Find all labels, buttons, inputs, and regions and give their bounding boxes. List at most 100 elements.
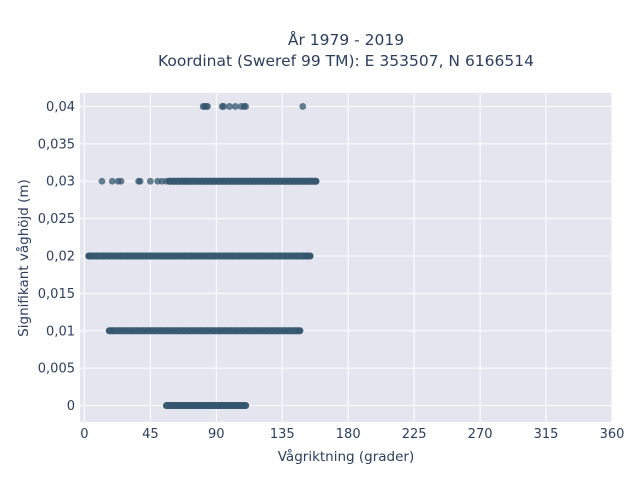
data-point — [170, 252, 178, 260]
data-point — [136, 177, 144, 185]
data-point — [240, 252, 248, 260]
x-tick-label: 45 — [142, 427, 159, 442]
y-tick-label: 0 — [67, 399, 75, 414]
data-point — [110, 327, 118, 335]
data-point — [217, 252, 225, 260]
data-point — [226, 103, 233, 110]
y-tick-label: 0,04 — [46, 100, 75, 115]
x-axis-title: Vågriktning (grader) — [278, 448, 415, 465]
data-point — [123, 252, 131, 260]
x-tick-label: 90 — [208, 427, 225, 442]
data-point — [127, 327, 135, 335]
data-point — [262, 327, 270, 335]
data-point — [116, 327, 123, 335]
data-point — [108, 177, 116, 185]
data-point — [164, 252, 172, 260]
data-point — [174, 327, 182, 335]
data-point — [234, 252, 242, 260]
data-point — [251, 327, 258, 335]
data-point — [245, 327, 252, 335]
data-point — [146, 252, 154, 260]
data-point — [193, 252, 201, 260]
data-point — [306, 252, 314, 260]
y-tick-label: 0,015 — [38, 287, 75, 302]
data-point — [198, 327, 206, 335]
x-tick-label: 315 — [534, 427, 559, 442]
data-point — [139, 327, 147, 335]
data-point — [180, 327, 188, 335]
data-point — [258, 252, 266, 260]
data-point — [182, 252, 189, 260]
y-axis-title: Signifikant våghöjd (m) — [15, 179, 32, 337]
y-tick-label: 0,01 — [46, 324, 75, 339]
data-point — [146, 177, 154, 185]
x-tick-labels: 0 45 90 135 180 225 270 315 360 — [80, 427, 624, 442]
x-tick-label: 225 — [402, 427, 427, 442]
data-point — [122, 327, 129, 335]
x-tick-label: 270 — [468, 427, 493, 442]
data-point — [221, 327, 229, 335]
y-tick-labels: 0 0,005 0,01 0,015 0,02 0,025 0,03 0,035 0,04 — [38, 100, 75, 414]
data-point — [264, 252, 271, 260]
data-points — [85, 103, 320, 410]
data-point — [280, 327, 288, 335]
data-point — [296, 327, 304, 335]
chart-title-line1: År 1979 - 2019 — [288, 30, 404, 49]
data-point — [204, 103, 211, 110]
data-point — [117, 177, 125, 185]
data-point — [176, 252, 184, 260]
data-point — [186, 327, 194, 335]
data-point — [205, 252, 213, 260]
data-point — [268, 327, 276, 335]
data-point — [223, 252, 230, 260]
y-tick-label: 0,035 — [38, 137, 75, 152]
data-point — [129, 252, 137, 260]
data-point — [88, 252, 96, 260]
data-point — [275, 252, 283, 260]
data-point — [157, 327, 165, 335]
data-point — [141, 252, 148, 260]
data-point — [229, 252, 236, 260]
data-point — [209, 327, 217, 335]
data-point — [242, 402, 250, 409]
data-point — [117, 252, 125, 260]
y-tick-label: 0,025 — [38, 212, 75, 227]
data-point — [220, 103, 228, 110]
data-point — [204, 327, 211, 335]
data-point — [100, 252, 107, 260]
data-point — [105, 252, 113, 260]
grid-lines — [80, 93, 613, 422]
data-point — [293, 252, 301, 260]
data-point — [312, 177, 320, 185]
data-point — [231, 103, 239, 110]
data-point — [246, 252, 254, 260]
x-tick-label: 180 — [336, 427, 361, 442]
data-point — [252, 252, 260, 260]
data-point — [145, 327, 153, 335]
data-point — [299, 103, 307, 110]
data-point — [281, 252, 289, 260]
data-point — [168, 327, 176, 335]
data-point — [199, 252, 207, 260]
data-point — [287, 252, 295, 260]
data-point — [274, 327, 282, 335]
data-point — [215, 327, 223, 335]
y-tick-label: 0,005 — [38, 362, 75, 377]
data-point — [192, 327, 200, 335]
data-point — [187, 252, 195, 260]
data-point — [94, 252, 101, 260]
data-point — [158, 252, 166, 260]
data-point — [211, 252, 219, 260]
data-point — [111, 252, 119, 260]
data-point — [227, 327, 235, 335]
data-point — [151, 327, 159, 335]
data-point — [270, 252, 277, 260]
data-point — [135, 252, 143, 260]
data-point — [286, 327, 293, 335]
data-point — [152, 252, 160, 260]
data-point — [163, 327, 170, 335]
data-point — [98, 177, 106, 185]
x-tick-label: 135 — [270, 427, 295, 442]
data-point — [133, 327, 141, 335]
